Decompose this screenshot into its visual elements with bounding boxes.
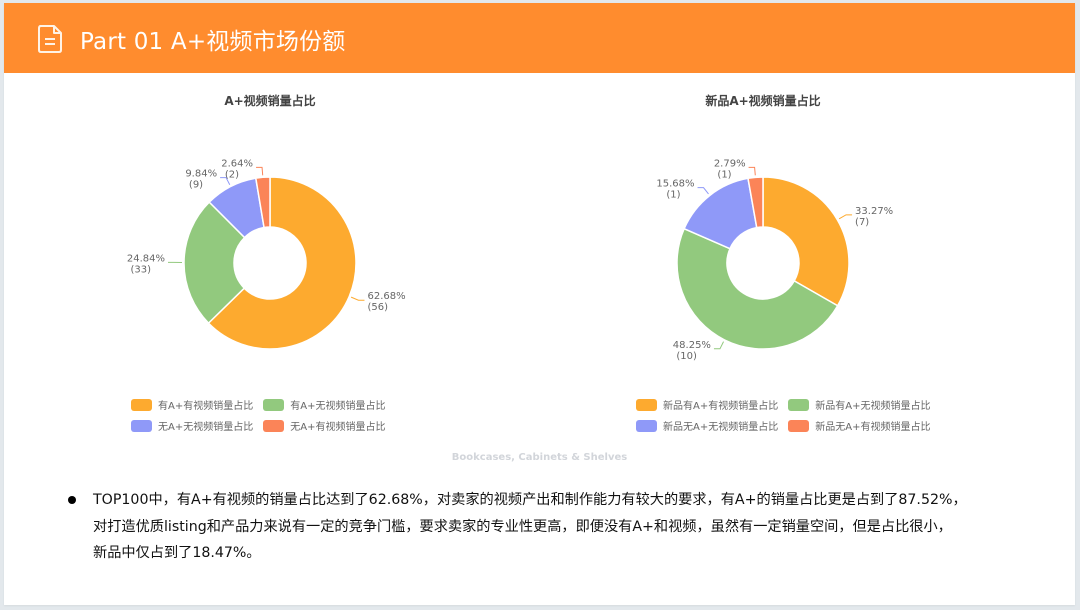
slice-label: 62.68% (56) bbox=[367, 291, 405, 313]
leader-line bbox=[697, 187, 709, 195]
legend-item[interactable]: 无A+有视频销量占比 bbox=[263, 418, 385, 433]
legend-swatch bbox=[263, 398, 285, 411]
leader-line bbox=[256, 166, 264, 176]
section-title: Part 01 A+视频市场份额 bbox=[80, 29, 346, 55]
legend-left: 有A+有视频销量占比 有A+无视频销量占比 无A+无视频销量占比 无A+有视频销… bbox=[131, 397, 385, 433]
summary-bullet: TOP100中，有A+有视频的销量占比达到了62.68%，对卖家的视频产出和制作… bbox=[68, 487, 1028, 567]
donut-slice[interactable] bbox=[254, 176, 271, 229]
chart-title-right: 新品A+视频销量占比 bbox=[705, 94, 821, 108]
legend-swatch bbox=[263, 419, 285, 432]
slide: Part 01 A+视频市场份额 A+视频销量占比 新品A+视频销量占比 62.… bbox=[4, 3, 1075, 605]
legend-item[interactable]: 新品有A+无视频销量占比 bbox=[788, 397, 930, 412]
bullet-icon bbox=[68, 496, 76, 504]
legend-item[interactable]: 无A+无视频销量占比 bbox=[131, 418, 253, 433]
leader-line bbox=[838, 214, 853, 220]
legend-swatch bbox=[788, 398, 810, 411]
leader-line bbox=[713, 341, 724, 350]
donut-chart-left: 62.68% (56) 24.84% (33) 9.84% (9)2.64% (2) bbox=[127, 158, 406, 350]
donut-slice[interactable] bbox=[676, 227, 839, 350]
legend-right: 新品有A+有视频销量占比 新品有A+无视频销量占比 新品无A+无视频销量占比 新… bbox=[636, 397, 930, 433]
document-icon bbox=[38, 25, 62, 53]
slice-label: 2.64% (2) bbox=[221, 158, 253, 180]
slice-label: 15.68% (1) bbox=[656, 179, 694, 201]
chart-title-left: A+视频销量占比 bbox=[224, 94, 316, 108]
legend-swatch bbox=[788, 419, 810, 432]
summary-text: TOP100中，有A+有视频的销量占比达到了62.68%，对卖家的视频产出和制作… bbox=[93, 492, 967, 561]
donut-chart-right: 33.27% (7) 48.25% (10) 15.68% (1) 2.79% (1) bbox=[656, 158, 893, 362]
donut-slice[interactable] bbox=[183, 201, 246, 325]
slice-label: 2.79% (1) bbox=[714, 158, 746, 180]
legend-item[interactable]: 新品有A+有视频销量占比 bbox=[636, 397, 778, 412]
legend-item[interactable]: 有A+有视频销量占比 bbox=[131, 397, 253, 412]
legend-swatch bbox=[636, 419, 657, 432]
slice-label: 48.25% (10) bbox=[673, 340, 711, 362]
slice-label: 9.84% (9) bbox=[185, 169, 217, 191]
slice-label: 33.27% (7) bbox=[855, 206, 893, 228]
legend-item[interactable]: 新品无A+有视频销量占比 bbox=[788, 418, 930, 433]
legend-swatch bbox=[131, 419, 152, 432]
donut-slice[interactable] bbox=[762, 176, 850, 307]
donut-slice[interactable] bbox=[207, 176, 357, 350]
section-header: Part 01 A+视频市场份额 bbox=[4, 3, 1075, 73]
leader-line bbox=[220, 177, 231, 185]
legend-swatch bbox=[636, 398, 657, 411]
chart-source-label: Bookcases, Cabinets & Shelves bbox=[451, 452, 628, 463]
legend-item[interactable]: 有A+无视频销量占比 bbox=[263, 397, 385, 412]
slice-label: 24.84% (33) bbox=[127, 253, 165, 275]
donut-slice[interactable] bbox=[747, 176, 764, 229]
leader-line bbox=[748, 166, 756, 176]
legend-swatch bbox=[131, 398, 152, 411]
legend-item[interactable]: 新品无A+无视频销量占比 bbox=[636, 418, 778, 433]
leader-line bbox=[350, 296, 365, 301]
